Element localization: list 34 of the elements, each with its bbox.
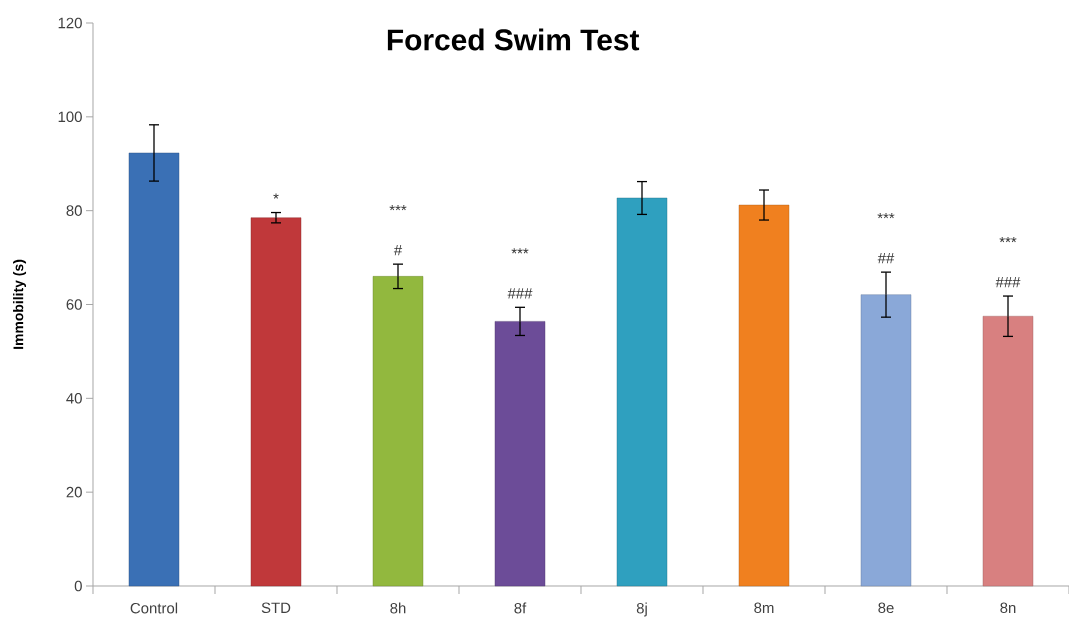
x-tick-label: 8e <box>878 602 894 614</box>
bar <box>860 294 912 587</box>
y-tick-label: 120 <box>58 17 82 29</box>
annotation: *** <box>999 236 1017 243</box>
x-tick-label: STD <box>261 602 291 614</box>
y-tick-label: 40 <box>66 393 82 404</box>
bar <box>128 152 180 587</box>
annotation: *** <box>389 205 407 211</box>
annotation: *** <box>877 212 895 219</box>
chart-title: Forced Swim Test <box>387 28 640 51</box>
bar <box>494 321 546 587</box>
y-tick-label: 20 <box>66 486 82 498</box>
annotation: ### <box>507 288 533 299</box>
x-tick-label: 8n <box>1000 602 1016 614</box>
x-tick-label: 8f <box>514 602 527 614</box>
annotation: *** <box>511 248 529 254</box>
bar <box>616 197 668 587</box>
annotation: ## <box>877 253 895 264</box>
x-tick-label: 8h <box>390 602 406 614</box>
bar <box>250 217 302 587</box>
x-tick-label: Control <box>130 602 178 614</box>
bar <box>372 276 424 587</box>
y-tick-label: 0 <box>74 580 82 592</box>
x-tick-label: 8m <box>754 602 774 614</box>
y-axis-title: Immobility (s) <box>13 259 27 349</box>
bar <box>738 204 790 587</box>
y-tick-label: 60 <box>66 299 82 310</box>
x-tick-label: 8j <box>636 602 647 617</box>
y-tick-label: 80 <box>66 205 82 216</box>
y-tick-label: 100 <box>58 111 82 123</box>
annotation: # <box>393 245 403 256</box>
bar <box>982 316 1034 587</box>
annotation: * <box>273 193 279 199</box>
annotation: ### <box>995 276 1021 288</box>
